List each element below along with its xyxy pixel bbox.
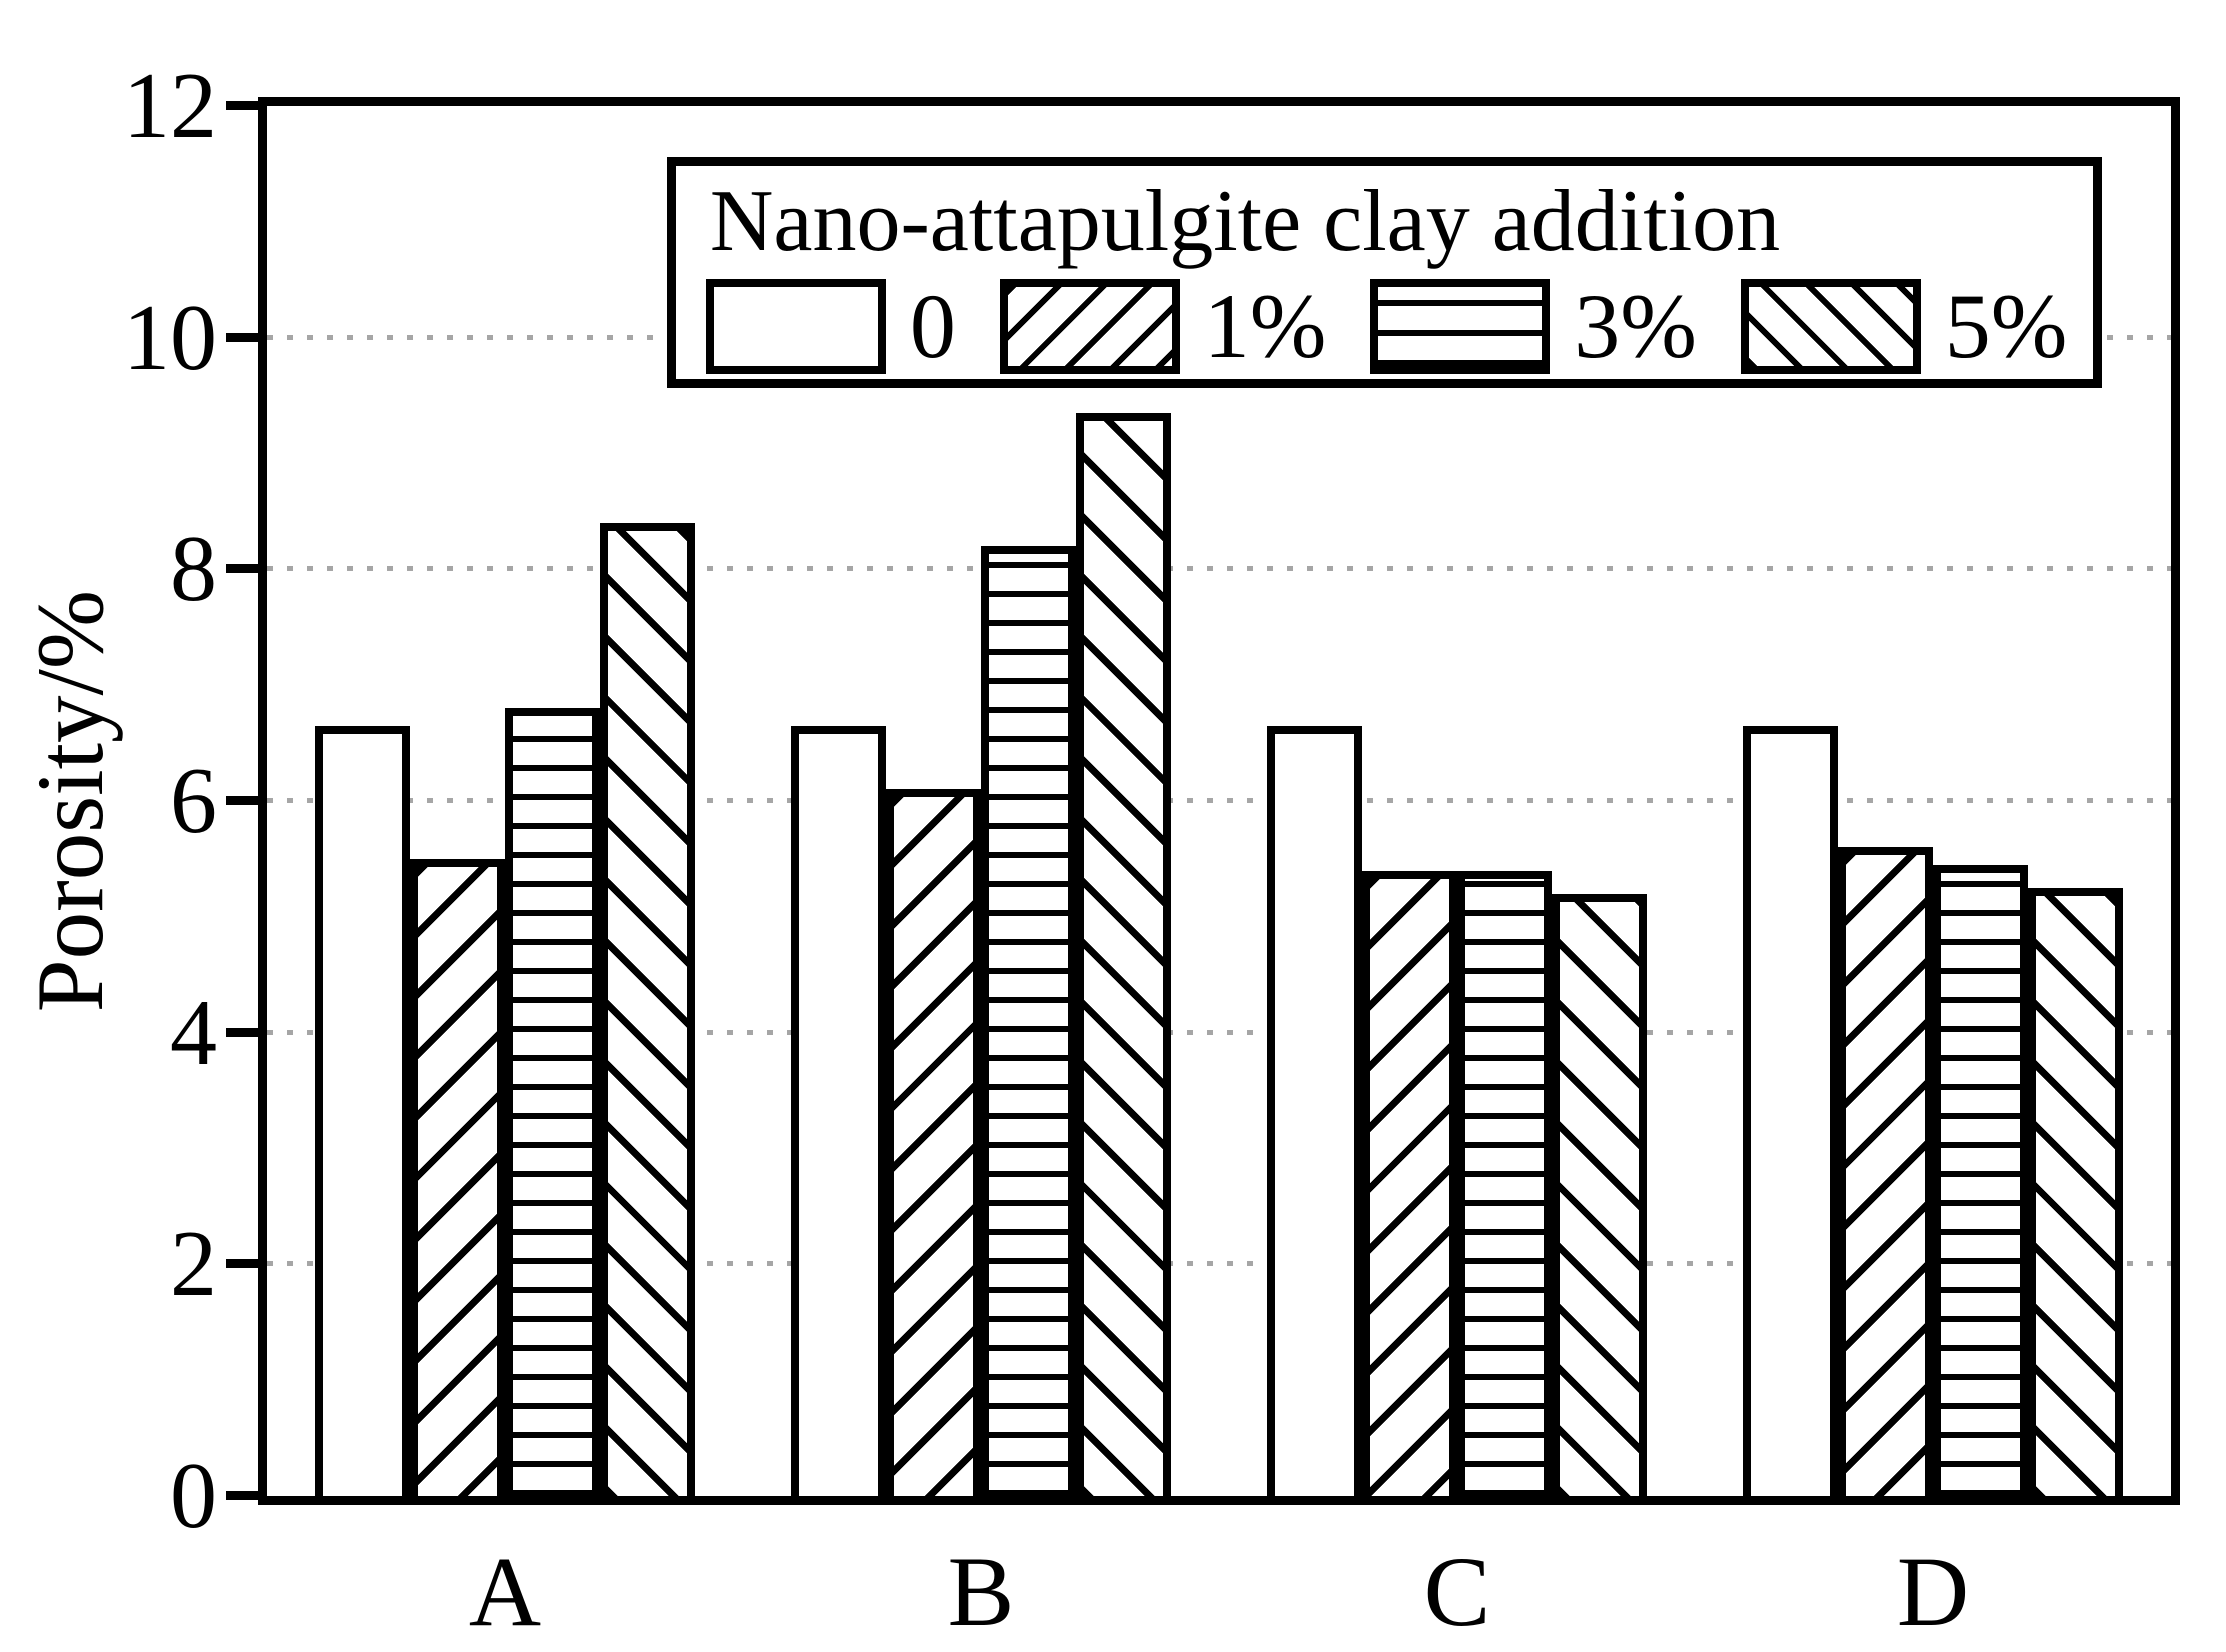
plot-area: Nano-attapulgite clay addition 0 1% 3% 5% 0…	[123, 59, 2180, 1642]
bar-C-5%	[1552, 893, 1648, 1496]
bar-A-0	[314, 725, 410, 1496]
bar-D-3%	[1933, 864, 2029, 1496]
legend: Nano-attapulgite clay addition 0 1% 3% 5%	[666, 157, 2103, 390]
y-tick-12	[226, 101, 259, 110]
gridline-y2	[267, 1261, 2171, 1267]
legend-item-0: 0	[705, 275, 956, 378]
bar-B-0	[790, 725, 886, 1496]
gridline-y6	[267, 798, 2171, 803]
legend-item-1%: 1%	[999, 275, 1327, 378]
bar-A-1%	[409, 858, 505, 1496]
bar-D-1%	[1837, 847, 1933, 1496]
gridline-y8	[267, 566, 2171, 572]
y-tick-label-4: 4	[170, 980, 217, 1085]
y-tick-label-12: 12	[123, 54, 217, 158]
legend-label-5%: 5%	[1944, 275, 2068, 378]
y-tick-label-10: 10	[123, 285, 217, 390]
x-category-label-C: C	[1423, 1536, 1491, 1647]
legend-title: Nano-attapulgite clay addition	[709, 173, 1781, 271]
legend-label-0: 0	[909, 275, 956, 378]
y-tick-label-8: 8	[170, 517, 217, 622]
y-tick-8	[226, 564, 259, 574]
gridline-y4	[267, 1029, 2171, 1035]
y-tick-4	[226, 1027, 259, 1037]
bar-B-1%	[885, 789, 981, 1496]
bar-B-5%	[1076, 412, 1172, 1496]
y-tick-10	[226, 332, 259, 342]
y-tick-label-0: 0	[170, 1444, 217, 1548]
x-category-label-B: B	[947, 1536, 1015, 1647]
y-tick-2	[226, 1259, 259, 1269]
bar-A-3%	[505, 708, 601, 1496]
legend-swatch-5%	[1740, 278, 1921, 374]
bar-D-5%	[2028, 887, 2124, 1496]
x-category-label-A: A	[468, 1536, 542, 1647]
y-tick-label-6: 6	[170, 749, 217, 853]
bar-A-5%	[600, 523, 696, 1496]
bar-C-0	[1266, 725, 1362, 1496]
bar-C-1%	[1361, 870, 1457, 1496]
legend-swatch-3%	[1370, 278, 1551, 374]
bar-C-3%	[1457, 870, 1553, 1496]
y-tick-label-2: 2	[170, 1212, 217, 1317]
bar-D-0	[1742, 725, 1838, 1496]
legend-swatch-0	[705, 278, 886, 374]
legend-item-3%: 3%	[1370, 275, 1697, 378]
legend-swatch-1%	[999, 278, 1180, 374]
legend-label-3%: 3%	[1574, 275, 1697, 378]
x-category-label-D: D	[1896, 1536, 1970, 1647]
legend-row: 0 1% 3% 5%	[676, 269, 2094, 390]
y-tick-0	[226, 1491, 259, 1500]
bar-B-3%	[981, 546, 1077, 1496]
y-tick-6	[226, 796, 259, 805]
legend-item-5%: 5%	[1740, 275, 2068, 378]
legend-label-1%: 1%	[1203, 275, 1327, 378]
